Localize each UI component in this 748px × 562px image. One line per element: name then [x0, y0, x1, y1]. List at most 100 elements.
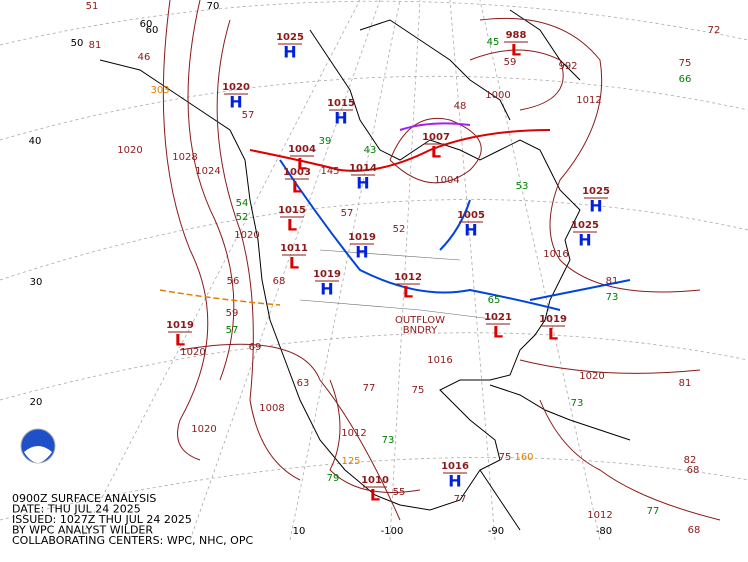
lon-line: [389, 0, 421, 541]
pressure-value: 1025: [571, 220, 599, 231]
coast: [479, 469, 521, 531]
grid-label: -90: [488, 526, 504, 537]
station-value: 81: [679, 378, 692, 389]
isobar-label: 1020: [234, 230, 259, 241]
isobar-label: 1012: [587, 510, 612, 521]
station-value: 77: [647, 506, 660, 517]
low-center: L: [297, 155, 307, 174]
station-value: 59: [226, 308, 239, 319]
isobar-label: 1020: [180, 347, 205, 358]
coast: [359, 19, 511, 121]
station-value: 81: [89, 40, 102, 51]
station-value: 63: [297, 378, 310, 389]
low-center: L: [292, 178, 302, 197]
borders: [299, 249, 501, 321]
high-center: H: [356, 174, 369, 193]
high-center: H: [589, 197, 602, 216]
grid-label: -100: [381, 526, 404, 537]
grid-label: 60: [140, 19, 153, 30]
low-center: L: [370, 486, 380, 505]
isobar-label: 1012: [341, 428, 366, 439]
station-value: 303: [150, 85, 169, 96]
high-center: H: [355, 243, 368, 262]
isobar-label: 1016: [543, 249, 568, 260]
trough: [159, 289, 281, 306]
low-center: L: [493, 323, 503, 342]
annotation: BNDRY: [403, 325, 438, 336]
station-value: 75: [412, 385, 425, 396]
grid-label: -80: [596, 526, 612, 537]
lon-line: [479, 0, 601, 541]
pressure-value: 1019: [166, 320, 194, 331]
lat-line: [0, 75, 748, 141]
station-value: 160: [514, 452, 533, 463]
station-value: 54: [236, 198, 249, 209]
station-value: 77: [363, 383, 376, 394]
isobar-label: 1008: [259, 403, 284, 414]
station-value: 57: [226, 325, 239, 336]
pressure-value: 1015: [327, 98, 355, 109]
station-value: 53: [516, 181, 529, 192]
noaa-logo: [20, 428, 56, 464]
station-value: 145: [320, 166, 339, 177]
pressure-value: 1007: [422, 132, 450, 143]
grid-label: 70: [207, 1, 220, 12]
stationary-front: [529, 279, 631, 301]
graticule: [0, 0, 748, 541]
grid-label: 10: [293, 526, 306, 537]
caption-line: BY WPC ANALYST WILDER: [12, 524, 153, 537]
station-value: 55: [393, 487, 406, 498]
pressure-value: 1014: [349, 163, 377, 174]
station-value: 81: [606, 276, 619, 287]
lat-line: [0, 457, 748, 521]
pressure-value: 1019: [313, 269, 341, 280]
grid-label: 40: [29, 136, 42, 147]
isobar: [539, 399, 721, 521]
cold-front: [279, 159, 561, 311]
station-value: 59: [504, 57, 517, 68]
isobar-label: 1012: [576, 95, 601, 106]
pressure-value: 1011: [280, 243, 308, 254]
high-center: H: [334, 109, 347, 128]
caption-line: COLLABORATING CENTERS: WPC, NHC, OPC: [12, 534, 253, 547]
station-value: 68: [688, 525, 701, 536]
pressure-value: 1012: [394, 272, 422, 283]
station-value: 52: [236, 212, 249, 223]
station-value: 43: [364, 145, 377, 156]
warm-front: [249, 129, 551, 172]
lon-line: [79, 0, 361, 541]
station-value: 57: [341, 208, 354, 219]
pressure-value: 1025: [582, 186, 610, 197]
station-value: 60: [146, 25, 159, 36]
station-value: 82: [684, 455, 697, 466]
caption-line: 0900Z SURFACE ANALYSIS: [12, 492, 156, 505]
annotation: OUTFLOW: [395, 315, 445, 326]
isobar: [519, 359, 701, 374]
isobar: [179, 343, 401, 521]
station-value: 46: [138, 52, 151, 63]
station-value: 79: [327, 473, 340, 484]
coast: [99, 29, 581, 511]
station-value: 57: [242, 110, 255, 121]
isobar-label: 1020: [117, 145, 142, 156]
coast: [509, 9, 581, 81]
station-value: 125: [341, 456, 360, 467]
grid-label: 20: [30, 397, 43, 408]
station-value: 45: [487, 37, 500, 48]
occluded-front: [399, 122, 471, 131]
station-value: 65: [488, 295, 501, 306]
isobar-label: 1028: [172, 152, 197, 163]
station-value: 75: [499, 452, 512, 463]
station-value: 68: [687, 465, 700, 476]
station-value: 75: [679, 58, 692, 69]
grid-label: 50: [71, 38, 84, 49]
low-center: L: [431, 143, 441, 162]
high-center: H: [229, 93, 242, 112]
pressure-value: 988: [506, 30, 527, 41]
station-value: 66: [679, 74, 692, 85]
pressure-value: 1015: [278, 205, 306, 216]
station-value: 73: [606, 292, 619, 303]
coast: [489, 384, 631, 441]
